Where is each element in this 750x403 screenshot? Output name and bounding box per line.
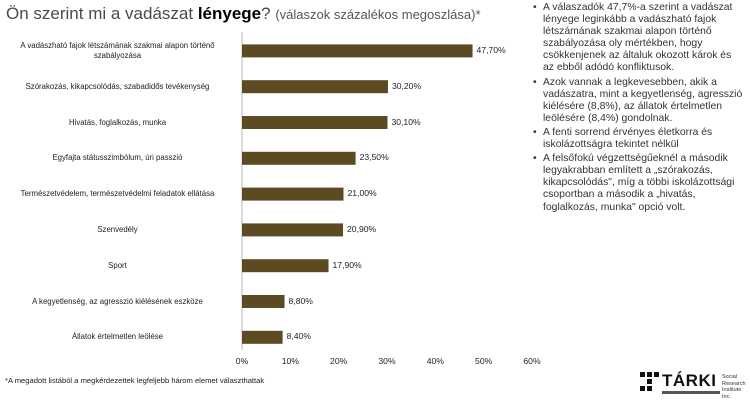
logo-strip bbox=[662, 391, 720, 394]
x-tick-label: 10% bbox=[281, 356, 299, 366]
title-part1: Ön szerint mi a vadászat bbox=[6, 4, 198, 23]
value-label: 23,50% bbox=[359, 152, 389, 163]
value-label: 47,70% bbox=[476, 44, 506, 55]
x-tick-label: 60% bbox=[523, 356, 541, 366]
title-subtitle: (válaszok százalékos megoszlása)* bbox=[275, 7, 481, 22]
category-label: Egyfajta státusszimbólum, úri passzió bbox=[52, 153, 183, 163]
logo-tagline-line: Research bbox=[722, 380, 746, 387]
category-label: A kegyetlenség, az agresszió kiélésének … bbox=[32, 296, 203, 306]
bar bbox=[242, 295, 285, 308]
value-label: 8,80% bbox=[288, 295, 313, 306]
title-part2: ? bbox=[261, 4, 276, 23]
logo-name: TÁRKI bbox=[662, 371, 717, 390]
summary-bullets: A válaszadók 47,7%-a szerint a vadászat … bbox=[533, 2, 745, 216]
category-label: Szórakozás, kikapcsolódás, szabadidős te… bbox=[25, 81, 210, 91]
category-label: Sport bbox=[108, 260, 127, 270]
tarki-logo-mark-icon bbox=[640, 372, 659, 391]
value-label: 17,90% bbox=[332, 259, 362, 270]
summary-bullet: A fenti sorrend érvényes életkorra és is… bbox=[533, 127, 745, 151]
bar bbox=[242, 116, 388, 129]
bar bbox=[242, 151, 356, 165]
category-label: Hivatás, foglalkozás, munka bbox=[68, 117, 167, 127]
category-label: Állatok értelmetlen leölése bbox=[71, 332, 163, 342]
bar-chart bbox=[241, 32, 473, 350]
logo-tagline-line: Institute Inc. bbox=[722, 387, 742, 400]
category-label: A vadászható fajok létszámának szakmai a… bbox=[20, 41, 215, 60]
value-label: 30,20% bbox=[391, 80, 422, 91]
summary-bullet: Azok vannak a legkevesebben, akik a vadá… bbox=[533, 77, 745, 125]
category-label: Természetvédelem, természetvédelmi felad… bbox=[20, 189, 215, 199]
chart-title: Ön szerint mi a vadászat lényege? (válas… bbox=[6, 4, 526, 24]
logo-tagline: Social Research Institute Inc. bbox=[722, 374, 746, 400]
value-label: 30,10% bbox=[391, 116, 421, 127]
bar bbox=[242, 187, 344, 201]
x-tick-label: 20% bbox=[330, 356, 348, 366]
summary-bullet: A felsőfokú végzettségűeknél a második l… bbox=[533, 153, 745, 213]
bar bbox=[242, 44, 473, 58]
x-tick-label: 30% bbox=[378, 356, 396, 366]
title-bold: lényege bbox=[197, 4, 262, 23]
tarki-logo: TÁRKI Social Research Institute Inc. bbox=[640, 370, 746, 400]
x-tick-label: 50% bbox=[475, 356, 493, 366]
bar bbox=[242, 223, 344, 237]
footnote: *A megadott listából a megkérdezettek le… bbox=[5, 376, 265, 385]
bar bbox=[242, 259, 329, 273]
value-label: 20,90% bbox=[347, 223, 377, 234]
value-label: 21,00% bbox=[347, 188, 377, 199]
x-tick-label: 40% bbox=[426, 356, 444, 366]
bar bbox=[242, 80, 388, 94]
value-label: 8,40% bbox=[286, 331, 311, 342]
bar bbox=[242, 330, 283, 344]
summary-bullet: A válaszadók 47,7%-a szerint a vadászat … bbox=[533, 2, 745, 75]
logo-tagline-line: Social bbox=[722, 374, 737, 380]
category-label: Szenvedély bbox=[97, 224, 138, 234]
x-tick-label: 0% bbox=[235, 356, 249, 366]
